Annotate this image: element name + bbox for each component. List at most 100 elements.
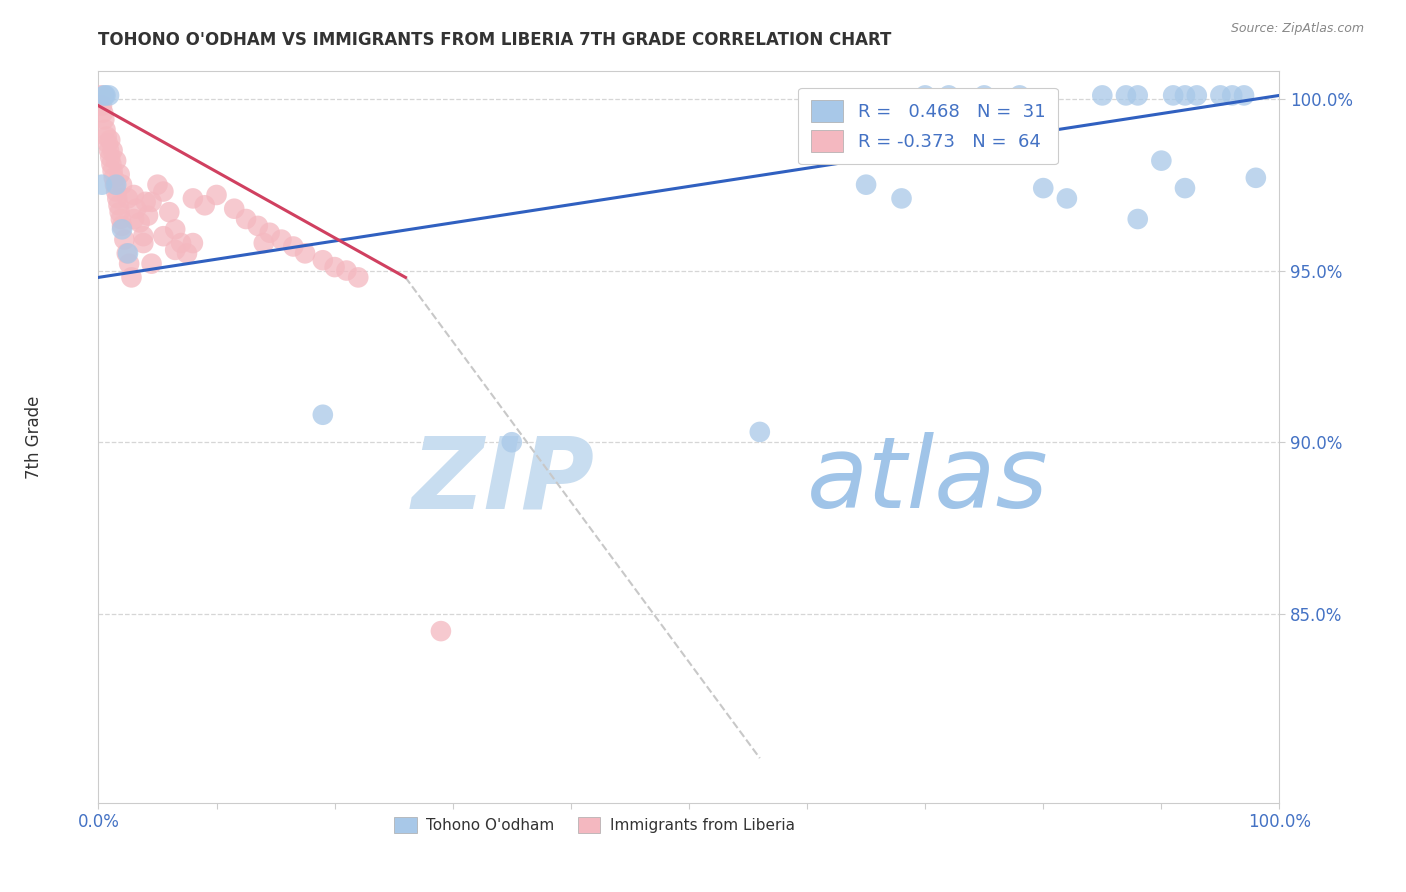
Point bbox=[165, 222, 187, 236]
Point bbox=[748, 425, 770, 439]
Text: atlas: atlas bbox=[807, 433, 1049, 530]
Point bbox=[1126, 88, 1149, 103]
Point bbox=[165, 243, 187, 257]
Point bbox=[141, 257, 163, 271]
Point bbox=[105, 153, 128, 168]
Point bbox=[938, 88, 960, 103]
Point bbox=[136, 209, 159, 223]
Point bbox=[259, 226, 281, 240]
Point bbox=[128, 215, 150, 229]
Point bbox=[105, 191, 128, 205]
Point bbox=[108, 205, 131, 219]
Point bbox=[294, 246, 316, 260]
Point bbox=[105, 178, 128, 192]
Point bbox=[205, 188, 228, 202]
Point bbox=[1126, 212, 1149, 227]
Point bbox=[104, 178, 127, 192]
Point bbox=[1244, 170, 1267, 185]
Point bbox=[235, 212, 257, 227]
Point bbox=[270, 233, 292, 247]
Point bbox=[176, 246, 198, 260]
Point bbox=[98, 150, 121, 164]
Point bbox=[170, 235, 193, 250]
Point bbox=[122, 188, 145, 202]
Point bbox=[312, 408, 335, 422]
Point bbox=[1185, 88, 1208, 103]
Point bbox=[194, 198, 217, 212]
Point bbox=[323, 260, 346, 274]
Point bbox=[107, 198, 129, 212]
Point bbox=[96, 129, 118, 144]
Point bbox=[125, 202, 148, 216]
Point bbox=[1008, 88, 1031, 103]
Point bbox=[312, 253, 335, 268]
Point bbox=[1174, 88, 1197, 103]
Point bbox=[94, 88, 117, 103]
Point bbox=[122, 212, 145, 227]
Point bbox=[121, 270, 143, 285]
Point bbox=[1150, 153, 1173, 168]
Point bbox=[100, 157, 122, 171]
Point bbox=[132, 229, 155, 244]
Point bbox=[973, 88, 995, 103]
Point bbox=[246, 219, 269, 233]
Point bbox=[91, 178, 114, 192]
Text: ZIP: ZIP bbox=[412, 433, 595, 530]
Point bbox=[111, 222, 134, 236]
Point bbox=[93, 88, 115, 103]
Point bbox=[501, 435, 523, 450]
Point bbox=[1174, 181, 1197, 195]
Point bbox=[181, 235, 204, 250]
Point bbox=[97, 136, 120, 151]
Point bbox=[224, 202, 246, 216]
Point bbox=[855, 178, 877, 192]
Point bbox=[1032, 181, 1054, 195]
Point bbox=[1056, 191, 1078, 205]
Point bbox=[335, 263, 357, 277]
Point bbox=[112, 233, 135, 247]
Point bbox=[430, 624, 453, 639]
Text: Source: ZipAtlas.com: Source: ZipAtlas.com bbox=[1230, 22, 1364, 36]
Point bbox=[118, 257, 141, 271]
Point bbox=[103, 170, 125, 185]
Point bbox=[914, 88, 936, 103]
Point bbox=[132, 235, 155, 250]
Point bbox=[98, 88, 121, 103]
Point bbox=[1220, 88, 1243, 103]
Point bbox=[117, 191, 139, 205]
Point bbox=[90, 88, 112, 103]
Point bbox=[115, 246, 138, 260]
Point bbox=[105, 185, 128, 199]
Point bbox=[152, 229, 174, 244]
Legend: Tohono O'odham, Immigrants from Liberia: Tohono O'odham, Immigrants from Liberia bbox=[388, 811, 801, 839]
Point bbox=[108, 167, 131, 181]
Point bbox=[141, 194, 163, 209]
Point bbox=[91, 105, 114, 120]
Point bbox=[157, 205, 180, 219]
Point bbox=[117, 246, 139, 260]
Point bbox=[1209, 88, 1232, 103]
Point bbox=[283, 239, 305, 253]
Point bbox=[253, 235, 276, 250]
Point bbox=[93, 112, 115, 127]
Point bbox=[94, 122, 117, 136]
Point bbox=[1091, 88, 1114, 103]
Point bbox=[347, 270, 370, 285]
Point bbox=[101, 164, 124, 178]
Point bbox=[135, 194, 157, 209]
Text: TOHONO O'ODHAM VS IMMIGRANTS FROM LIBERIA 7TH GRADE CORRELATION CHART: TOHONO O'ODHAM VS IMMIGRANTS FROM LIBERI… bbox=[98, 31, 891, 49]
Point bbox=[111, 219, 134, 233]
Point bbox=[152, 185, 174, 199]
Point bbox=[111, 178, 134, 192]
Point bbox=[890, 191, 912, 205]
Point bbox=[98, 133, 121, 147]
Point bbox=[1161, 88, 1184, 103]
Y-axis label: 7th Grade: 7th Grade bbox=[25, 395, 42, 479]
Point bbox=[91, 98, 114, 112]
Point bbox=[1115, 88, 1137, 103]
Point bbox=[110, 212, 132, 227]
Point bbox=[101, 144, 124, 158]
Point bbox=[1233, 88, 1256, 103]
Point bbox=[181, 191, 204, 205]
Point bbox=[98, 144, 121, 158]
